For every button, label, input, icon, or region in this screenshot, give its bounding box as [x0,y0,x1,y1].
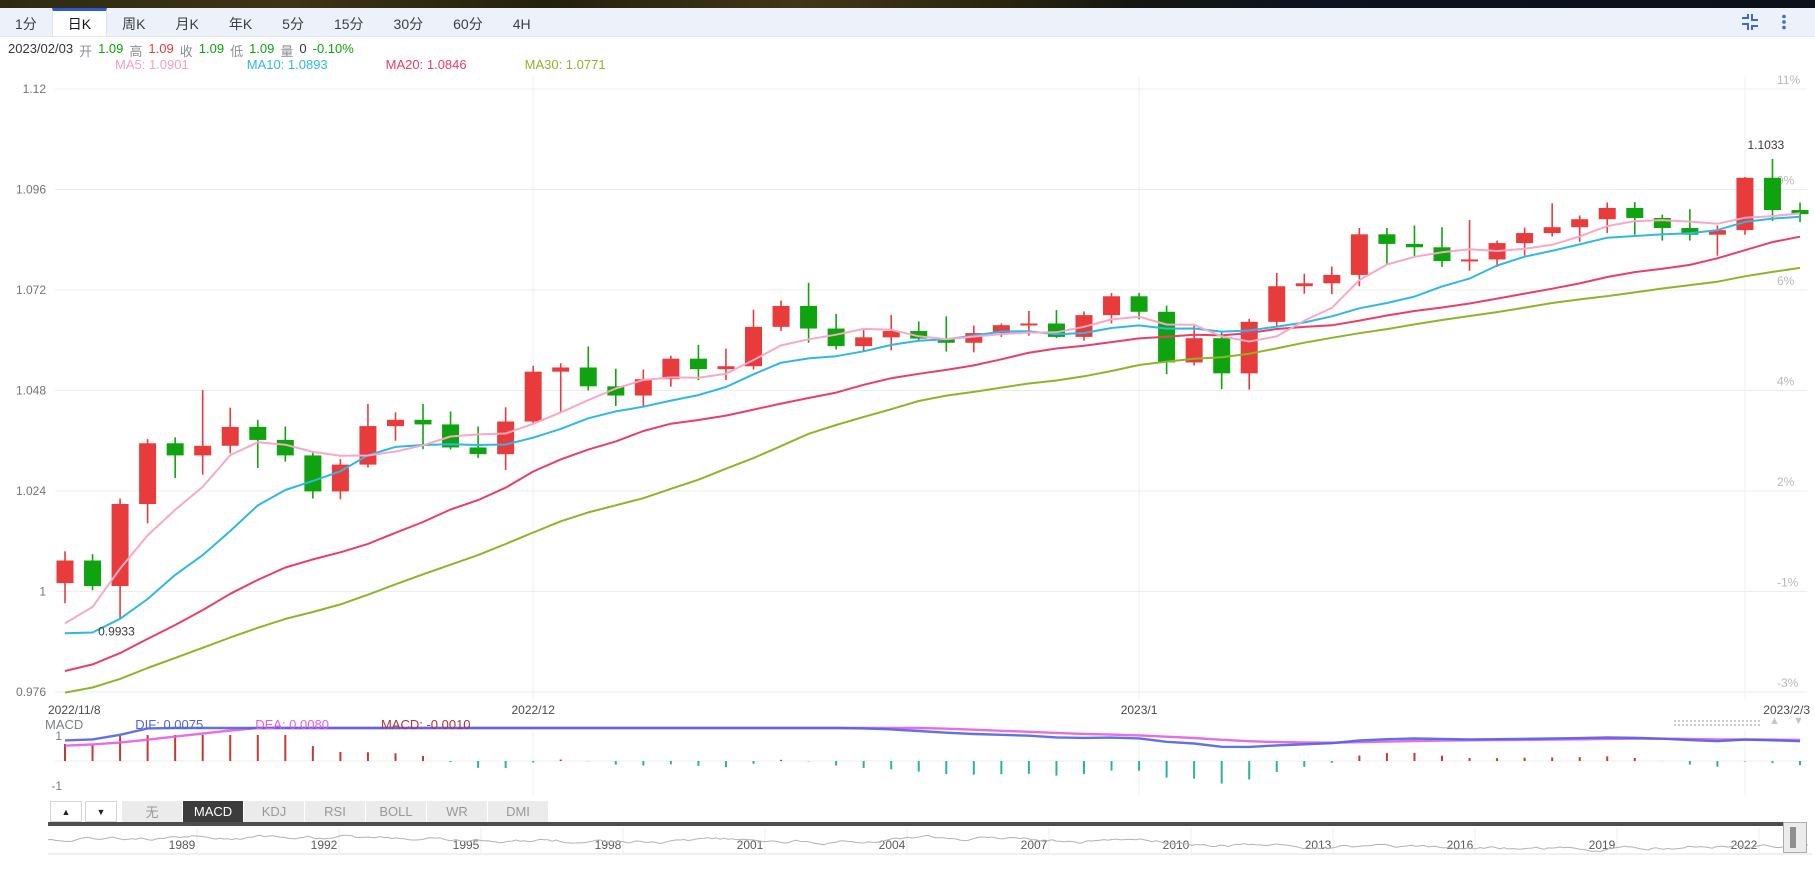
ma10-legend: MA10: 1.0893 [246,57,328,72]
ma5-legend: MA5: 1.0901 [115,57,189,72]
candlestick-series[interactable] [56,158,1809,620]
ma-line [64,215,1801,635]
axis-scroll-right-icon[interactable]: ▼ [1793,715,1804,727]
indicator-down-button[interactable]: ▼ [85,801,117,822]
x-axis-date-label: 2023/1 [1121,703,1158,717]
change-percent: -0.10% [312,41,354,56]
macd-dif-value: DIF: 0.0075 [135,717,204,732]
tab-daily[interactable]: 日K [51,8,108,36]
y-axis-price-label: 1.096 [16,183,46,197]
y-axis-price-label: 0.976 [16,685,46,699]
navigator-year-label: 2001 [737,838,764,852]
quote-date: 2023/02/03 [8,41,74,56]
indicator-tab-none[interactable]: 无 [122,801,182,822]
tab-yearly[interactable]: 年K [228,15,253,32]
tab-30min[interactable]: 30分 [393,15,424,32]
indicator-tab-rsi[interactable]: RSI [305,801,365,822]
tab-5min[interactable]: 5分 [282,15,304,32]
tab-weekly[interactable]: 周K [122,15,146,32]
x-axis-date-label: 2022/11/8 [48,703,101,717]
navigator-year-label: 2022 [1731,838,1758,852]
indicator-tab-macd[interactable]: MACD [183,801,243,822]
kebab-menu-icon[interactable] [1775,13,1793,31]
macd-dea-value: DEA: 0.0080 [255,717,329,732]
macd-axis-label: -1 [51,779,62,793]
y-axis-percent-label: -3% [1777,676,1799,690]
y-axis-percent-label: 4% [1777,375,1795,389]
macd-histogram [64,735,1802,784]
high-label: 高 [129,44,143,59]
y-axis-percent-label: 11% [1777,73,1800,87]
indicator-up-button[interactable]: ▲ [50,801,82,822]
macd-hist-value: MACD: -0.0010 [380,717,471,732]
y-axis-percent-label: -1% [1777,576,1799,590]
indicator-tabs: 无 MACD KDJ RSI BOLL WR DMI [122,801,549,822]
collapse-fullscreen-icon[interactable] [1741,13,1759,31]
y-axis-percent-label: 2% [1777,475,1795,489]
y-axis-price-label: 1.048 [16,384,46,398]
macd-title: MACD [45,717,84,732]
ma20-legend: MA20: 1.0846 [385,57,467,72]
ma-line [64,235,1801,672]
navigator-year-label: 2007 [1021,838,1048,852]
y-axis-price-label: 1.12 [23,82,47,96]
macd-line [64,726,1801,749]
navigator-year-label: 2019 [1589,838,1616,852]
tab-4h[interactable]: 4H [512,15,531,32]
ma-line [64,212,1801,625]
x-axis-date-label: 2022/12 [511,703,555,717]
tab-60min[interactable]: 60分 [453,15,483,32]
axis-scroll-left-icon[interactable]: ▲ [1769,715,1780,727]
indicator-tab-wr[interactable]: WR [427,801,487,822]
date-axis-drag-strip[interactable] [1673,718,1761,727]
low-price-annotation: 0.9933 [98,625,135,639]
navigator-year-label: 2010 [1163,838,1190,852]
timeframe-toolbar: 1分 日K 周K 月K 年K 5分 15分 30分 60分 4H [0,8,1815,37]
y-axis-price-label: 1.072 [16,283,46,297]
navigator-year-label: 1992 [311,838,338,852]
close-value: 1.09 [198,41,225,56]
high-value: 1.09 [148,41,174,56]
navigator-year-label: 1995 [453,838,480,852]
open-value: 1.09 [98,41,124,56]
tab-monthly[interactable]: 月K [175,15,199,32]
navigator-handle-grip [1790,827,1796,848]
y-axis-percent-label: 6% [1777,274,1795,288]
high-price-annotation: 1.1033 [1747,138,1784,152]
x-axis-date-label: 2023/2/3 [1763,703,1810,717]
ma30-legend: MA30: 1.0771 [524,57,606,72]
ma-line [64,266,1801,694]
indicator-tab-kdj[interactable]: KDJ [244,801,304,822]
y-axis-price-label: 1 [39,585,46,599]
low-label: 低 [230,44,244,59]
navigator-history-line[interactable] [47,834,1809,853]
navigator-year-label: 2004 [879,838,906,852]
ma-legend-bar: MA5: 1.0901 MA10: 1.0893 MA20: 1.0846 MA… [115,57,606,72]
volume-label: 量 [280,44,294,59]
navigator-handle[interactable] [1783,822,1807,853]
navigator-year-label: 2016 [1447,838,1474,852]
ohlc-info-bar: 2023/02/03 开 1.09 高 1.09 收 1.09 低 1.09 量… [8,41,354,59]
indicator-tab-row: ▲ ▼ 无 MACD KDJ RSI BOLL WR DMI [50,801,549,822]
navigator-selected-range-bar[interactable] [48,822,1783,826]
volume-value: 0 [299,41,307,56]
y-axis-percent-label: 9% [1777,174,1795,188]
tab-15min[interactable]: 15分 [333,15,364,32]
indicator-tab-dmi[interactable]: DMI [488,801,548,822]
macd-axis-label: 1 [55,729,62,743]
page-top-banner [0,0,1815,8]
open-label: 开 [79,44,93,59]
navigator-year-label: 1989 [169,838,196,852]
navigator-year-label: 2013 [1305,838,1332,852]
tab-1min[interactable]: 1分 [15,15,37,32]
y-axis-price-label: 1.024 [16,484,46,498]
low-value: 1.09 [249,41,275,56]
indicator-tab-boll[interactable]: BOLL [366,801,426,822]
close-label: 收 [179,44,193,59]
macd-legend-bar: MACD DIF: 0.0075 DEA: 0.0080 MACD: -0.00… [45,717,471,732]
